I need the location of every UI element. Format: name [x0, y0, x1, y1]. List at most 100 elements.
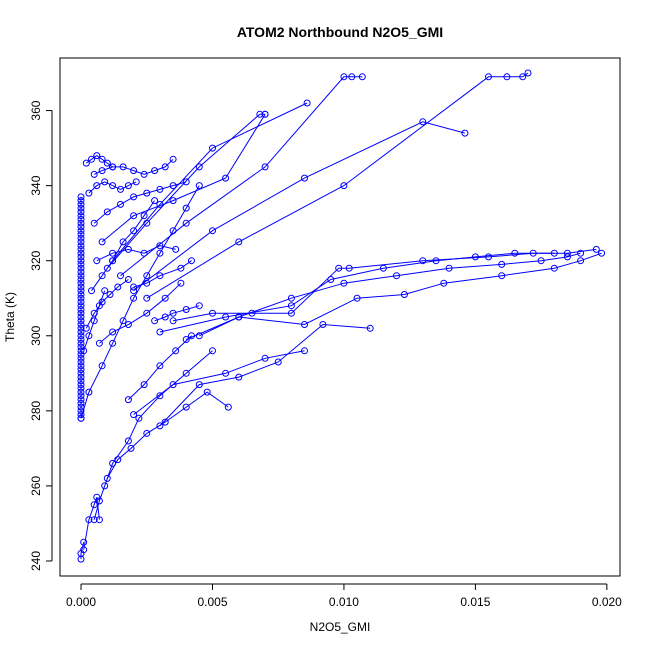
series-line-4 — [93, 350, 213, 520]
y-axis-label: Theta (K) — [3, 292, 17, 342]
y-tick-label: 360 — [29, 100, 43, 120]
data-point — [77, 388, 85, 396]
data-point — [132, 178, 140, 186]
data-point — [161, 163, 169, 171]
data-point — [130, 227, 138, 235]
data-point — [140, 170, 148, 178]
data-point — [209, 309, 216, 317]
y-tick-label: 320 — [29, 250, 43, 270]
data-point — [498, 272, 506, 280]
data-point — [577, 249, 585, 257]
data-point — [77, 399, 85, 407]
y-tick-label: 340 — [29, 175, 43, 195]
series-line-7 — [133, 350, 305, 415]
data-point — [529, 249, 537, 257]
data-point — [77, 283, 85, 291]
data-point — [140, 212, 148, 220]
data-point — [182, 219, 190, 227]
series-line-9 — [186, 252, 602, 340]
data-point — [77, 354, 85, 362]
data-point — [550, 249, 558, 257]
data-point — [103, 264, 111, 272]
data-point — [550, 264, 558, 272]
data-point — [77, 249, 85, 257]
data-point — [85, 189, 93, 197]
data-point — [90, 501, 98, 509]
series-line-20 — [133, 121, 466, 292]
data-point — [143, 279, 151, 287]
series-line-27 — [83, 290, 106, 351]
data-point — [563, 253, 571, 261]
data-point — [98, 238, 106, 246]
data-point — [301, 174, 308, 182]
data-point — [117, 272, 124, 280]
data-point — [366, 324, 374, 332]
data-point — [82, 324, 90, 332]
data-point — [77, 550, 85, 557]
data-point — [130, 287, 138, 295]
plot-frame — [59, 57, 621, 577]
data-point — [124, 276, 132, 283]
data-point — [195, 163, 203, 171]
data-point — [90, 317, 98, 325]
data-point — [98, 272, 106, 280]
data-point — [151, 197, 159, 205]
data-point — [77, 407, 85, 415]
data-point — [209, 347, 216, 355]
y-tick-label: 260 — [29, 476, 43, 496]
data-point — [77, 215, 85, 223]
data-point — [140, 249, 148, 257]
data-point — [77, 279, 85, 287]
data-point — [156, 392, 164, 400]
data-point — [77, 204, 85, 212]
data-point — [77, 298, 85, 306]
data-point — [95, 516, 103, 524]
data-point — [340, 182, 348, 190]
data-point — [98, 298, 106, 306]
data-point — [358, 73, 366, 81]
data-point — [348, 73, 356, 81]
data-point — [143, 189, 151, 197]
data-point — [77, 377, 85, 385]
data-point — [93, 182, 101, 190]
data-point — [77, 223, 85, 231]
series-line-1 — [80, 185, 200, 419]
series-line-17 — [106, 113, 266, 269]
data-point — [340, 279, 348, 287]
data-point — [88, 287, 95, 295]
data-point — [169, 381, 177, 389]
data-point — [303, 99, 311, 107]
data-point — [119, 238, 127, 246]
data-point — [77, 238, 85, 246]
data-point — [135, 414, 143, 422]
data-point — [95, 497, 103, 505]
data-point — [261, 110, 269, 118]
data-point — [130, 294, 138, 302]
data-point — [287, 294, 295, 302]
data-point — [77, 272, 85, 280]
data-point — [169, 317, 177, 325]
data-point — [156, 362, 164, 370]
data-point — [161, 294, 169, 302]
data-point — [188, 257, 195, 265]
data-point — [261, 163, 269, 171]
data-point — [592, 245, 600, 253]
data-point — [77, 328, 85, 336]
data-point — [77, 347, 85, 355]
data-point — [93, 257, 101, 265]
data-point — [109, 328, 117, 336]
data-point — [114, 456, 122, 464]
data-point — [471, 253, 479, 261]
data-point — [195, 182, 203, 190]
data-point — [445, 264, 453, 272]
data-point — [182, 204, 190, 212]
data-point — [461, 129, 469, 137]
data-point — [77, 313, 85, 321]
data-point — [319, 321, 327, 328]
data-point — [537, 257, 545, 265]
data-point — [124, 245, 132, 253]
data-point — [77, 414, 85, 422]
data-point — [188, 332, 195, 340]
data-point — [156, 242, 164, 250]
